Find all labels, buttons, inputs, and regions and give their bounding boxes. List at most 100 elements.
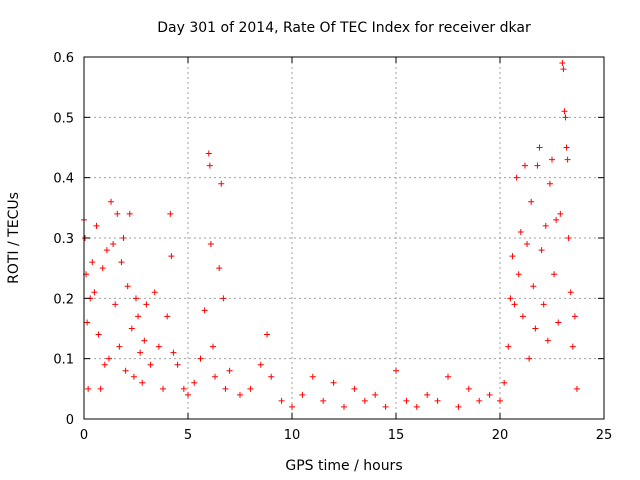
data-point	[118, 259, 125, 266]
data-point	[382, 403, 389, 410]
x-tick-label: 10	[284, 428, 301, 443]
x-tick-label: 0	[80, 428, 88, 443]
data-point	[93, 222, 100, 229]
data-point	[571, 313, 578, 320]
data-point	[465, 385, 472, 392]
data-point	[341, 403, 347, 410]
x-tick-label: 5	[184, 428, 192, 443]
data-point	[264, 331, 271, 338]
data-point	[434, 397, 441, 404]
data-point	[167, 210, 174, 217]
data-point	[542, 222, 549, 229]
data-point	[565, 235, 572, 241]
y-tick-label: 0.3	[53, 232, 74, 247]
data-point	[553, 216, 560, 223]
data-point	[110, 241, 117, 248]
data-point	[455, 403, 462, 410]
data-point	[562, 114, 569, 121]
data-point	[103, 247, 110, 254]
data-point	[517, 228, 524, 235]
data-point	[573, 385, 580, 392]
data-point	[143, 301, 150, 308]
data-point	[532, 325, 539, 332]
grid-lines	[84, 57, 604, 419]
data-point	[511, 301, 518, 308]
data-point	[180, 385, 187, 392]
y-axis-label: ROTI / TECUs	[6, 192, 22, 284]
data-point	[120, 235, 127, 241]
data-point	[546, 180, 553, 187]
data-point	[222, 385, 229, 392]
data-point	[567, 289, 574, 296]
data-point	[413, 403, 420, 410]
data-point	[168, 253, 175, 260]
data-point	[569, 343, 576, 350]
y-tick-label: 0.6	[53, 51, 74, 66]
data-point	[218, 180, 225, 187]
data-point	[257, 361, 264, 368]
x-tick-label: 25	[596, 428, 613, 443]
data-point	[486, 391, 493, 398]
data-point	[528, 198, 535, 205]
data-point	[330, 379, 337, 386]
data-point	[122, 367, 129, 374]
data-point	[309, 373, 316, 380]
data-point	[278, 397, 285, 404]
data-point	[505, 343, 512, 350]
data-point	[549, 156, 555, 163]
data-point	[497, 397, 503, 404]
data-point	[206, 162, 213, 169]
y-tick-label: 0.2	[53, 292, 74, 307]
data-point	[519, 313, 526, 320]
data-point	[155, 343, 162, 350]
data-point	[372, 391, 379, 398]
chart-title: Day 301 of 2014, Rate Of TEC Index for r…	[157, 20, 531, 36]
data-point	[320, 397, 327, 404]
data-point	[207, 241, 214, 248]
x-tick-label: 15	[388, 428, 405, 443]
data-point	[197, 355, 204, 362]
data-point	[191, 379, 198, 386]
data-point	[201, 307, 208, 314]
data-point	[268, 373, 275, 380]
data-point	[561, 108, 568, 115]
data-point	[403, 397, 410, 404]
data-point	[393, 367, 399, 374]
data-point	[174, 361, 181, 368]
data-point	[555, 319, 562, 326]
y-tick-label: 0.4	[53, 172, 74, 187]
data-point	[560, 66, 567, 73]
data-point	[124, 283, 131, 290]
data-point	[209, 343, 216, 350]
x-tick-label: 20	[492, 428, 509, 443]
data-point	[89, 259, 96, 266]
data-point	[164, 313, 171, 320]
x-axis-label: GPS time / hours	[285, 458, 402, 474]
data-point	[551, 271, 558, 278]
data-point	[141, 337, 148, 344]
data-point	[361, 397, 368, 404]
data-point	[513, 174, 520, 181]
data-point	[185, 391, 191, 398]
data-point	[151, 289, 158, 296]
data-point	[97, 385, 104, 392]
data-point	[445, 373, 451, 380]
y-tick-label: 0.5	[53, 111, 74, 126]
data-point	[130, 373, 137, 380]
data-point	[108, 198, 115, 205]
data-point	[160, 385, 167, 392]
data-point	[524, 241, 531, 248]
data-point	[563, 144, 570, 151]
y-tick-label: 0	[66, 413, 74, 428]
data-point	[247, 385, 254, 392]
data-point	[530, 283, 537, 290]
data-point	[205, 150, 212, 157]
axis-ticks: 0 5 10 15 20 25 0 0.1 0.2 0.3 0.4 0.5 0.6	[53, 51, 612, 443]
data-point	[237, 391, 243, 398]
data-point	[126, 210, 133, 217]
data-point	[289, 403, 295, 410]
data-point	[559, 60, 566, 67]
data-point	[84, 319, 91, 326]
data-point	[147, 361, 154, 368]
data-point	[135, 313, 142, 320]
